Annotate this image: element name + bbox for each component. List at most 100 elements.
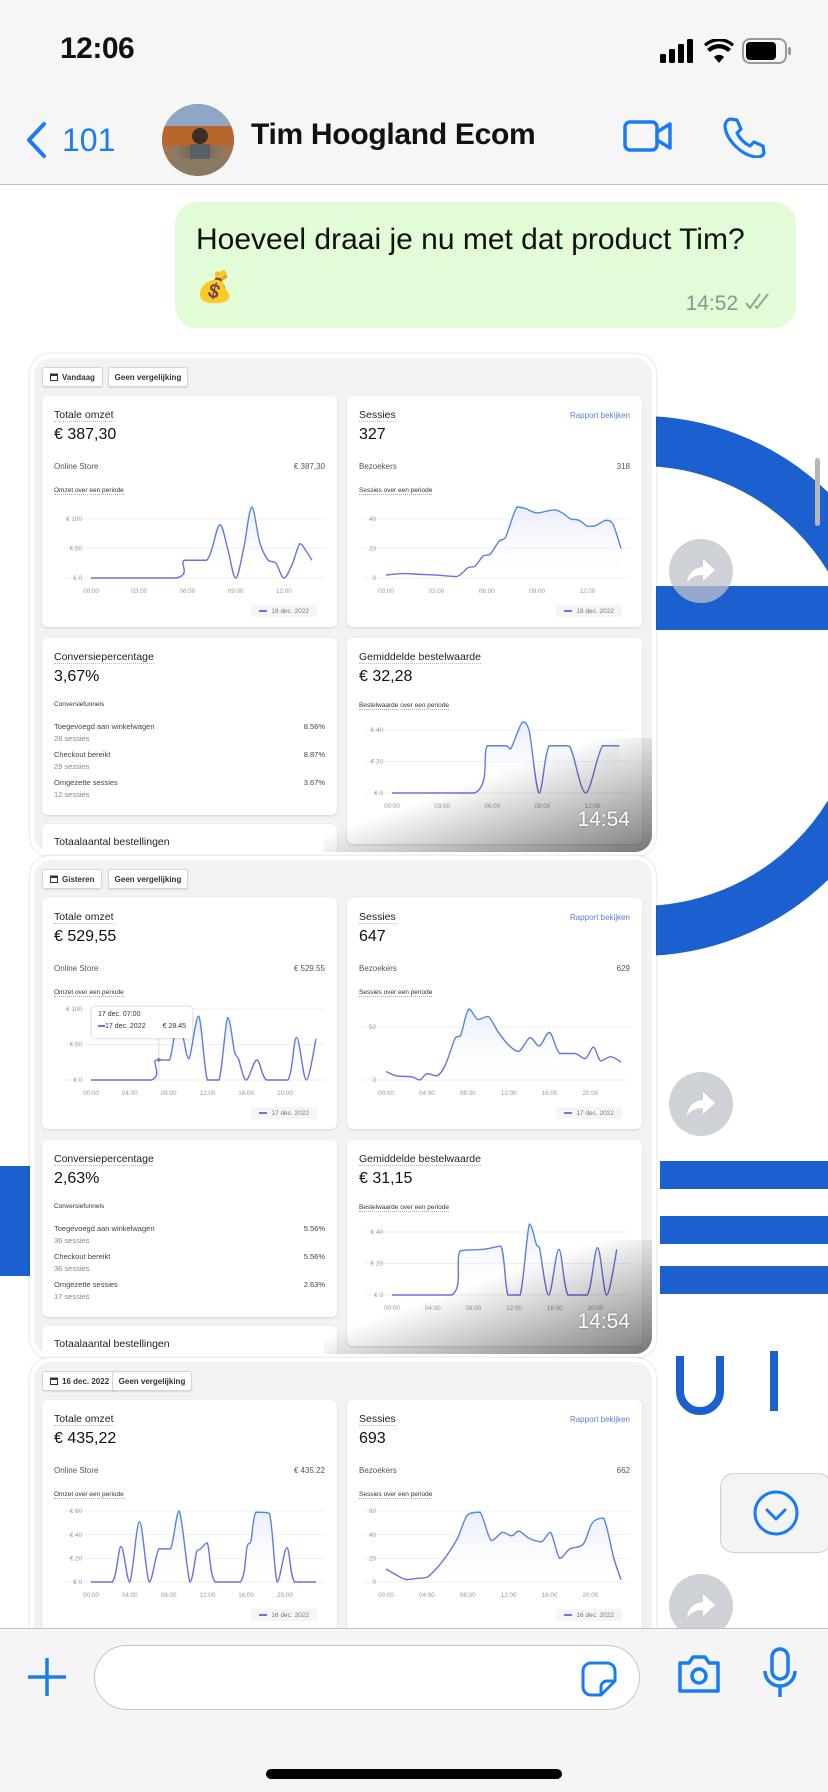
scroll-to-bottom-button[interactable] [720,1473,828,1553]
sessions-panel: Sessies Rapport bekijken 647 Bezoekers 62… [347,898,642,1129]
forward-arrow-icon [687,1594,715,1618]
x-tick-label: 04:00 [425,1305,441,1312]
y-tick-label: € 0 [374,790,383,797]
battery-icon [742,38,791,64]
tooltip-title: 17 dec. 07:00 [98,1011,141,1018]
home-indicator[interactable] [266,1769,562,1779]
revenue-legend: 18 dec. 2022 [251,605,317,617]
x-tick-label: 00:00 [384,803,400,810]
conversion-title: Conversiepercentage [54,651,154,664]
sticker-icon[interactable] [581,1661,617,1697]
calendar-icon [50,373,58,381]
message-text: Hoeveel draai je nu met dat product Tim?… [196,223,745,304]
plus-icon[interactable] [27,1657,67,1697]
funnel-label: Checkout bereikt [54,750,111,759]
scrollbar[interactable] [815,458,820,526]
forward-button[interactable] [669,1072,733,1136]
y-tick-label: 40 [369,516,377,523]
online-store-label: Online Store [54,1466,99,1475]
x-tick-label: 08:00 [460,1592,476,1599]
sessions-legend: 16 dec. 2022 [556,1609,622,1621]
comparison-label: Geen vergelijking [114,874,182,884]
orders-title: Totaalaantal bestellingen [54,836,170,848]
phone-call-icon[interactable] [722,116,766,158]
message-meta: 14:52 [686,292,774,316]
y-tick-label: € 40 [70,1532,83,1539]
series-area [386,507,621,578]
image-message[interactable]: Vandaag Geen vergelijking Totale omzet €… [30,354,656,856]
series-line [385,1511,622,1581]
sessions-legend: 17 dec. 2022 [556,1107,622,1119]
funnel-value: 5.56% [303,1224,325,1233]
x-tick-label: 00:00 [378,1592,394,1599]
x-tick-label: 16:00 [542,1090,558,1097]
sessions-panel: Sessies Rapport bekijken 327 Bezoekers 31… [347,396,642,627]
message-input[interactable] [94,1645,640,1710]
funnel-value: 2.63% [303,1280,325,1289]
date-range-label: Vandaag [62,372,95,382]
sessions-value: 693 [359,1430,386,1447]
y-tick-label: € 0 [73,575,82,582]
contact-avatar[interactable] [162,104,234,176]
legend-swatch [564,1112,573,1114]
y-tick-label: € 0 [73,1579,82,1586]
revenue-value: € 435,22 [54,1430,117,1447]
conversion-panel: Conversiepercentage 3,67% Conversiefunne… [42,638,337,815]
online-store-label: Online Store [54,964,99,973]
aov-value: € 32,28 [359,668,413,685]
forward-button[interactable] [669,1574,733,1628]
status-bar: 12:06 [0,0,828,90]
video-call-icon[interactable] [623,116,673,156]
x-tick-label: 08:00 [466,1305,482,1312]
funnel-value: 8.87% [303,750,325,759]
image-message[interactable]: 16 dec. 2022 Geen vergelijking Totale om… [30,1358,656,1628]
dashboard-screenshot: Vandaag Geen vergelijking Totale omzet €… [34,358,652,852]
revenue-legend: 17 dec. 2022 [251,1107,317,1119]
revenue-title: Totale omzet [54,911,114,924]
forward-arrow-icon [687,1092,715,1116]
camera-icon[interactable] [676,1653,722,1695]
x-tick-label: 08:00 [460,1090,476,1097]
x-tick-label: 06:00 [479,588,495,595]
forward-button[interactable] [669,539,733,603]
chat-messages[interactable]: Hoeveel draai je nu met dat product Tim?… [0,186,828,1628]
visitors-label: Bezoekers [359,964,397,973]
y-tick-label: € 50 [70,1042,83,1049]
x-tick-label: 20:00 [277,1592,293,1599]
funnel-sessions: 17 sessies [54,1292,90,1301]
funnel-label: Checkout bereikt [54,1252,111,1261]
wifi-icon [704,39,734,63]
x-tick-label: 16:00 [542,1592,558,1599]
y-tick-label: € 60 [70,1508,83,1515]
legend-label: 16 dec. 2022 [271,1611,309,1619]
funnel-label: Omgezette sessies [54,1280,118,1289]
legend-label: 18 dec. 2022 [271,607,309,615]
funnel-sessions: 36 sessies [54,1264,90,1273]
series-line [91,1510,317,1583]
revenue-panel: Totale omzet € 529,55 Online Store € 529.… [42,898,337,1129]
series-area [392,722,620,793]
x-tick-label: 06:00 [180,588,196,595]
x-tick-label: 20:00 [277,1090,293,1097]
legend-label: 17 dec. 2022 [576,1109,614,1117]
back-button[interactable]: 101 [24,121,115,159]
visitors-value: 629 [616,964,630,973]
contact-name[interactable]: Tim Hoogland Ecom [251,118,536,151]
x-tick-label: 12:00 [501,1090,517,1097]
comparison-label: Geen vergelijking [118,1376,186,1386]
funnel-value: 8.56% [303,722,325,731]
image-message[interactable]: Gisteren Geen vergelijking Totale omzet … [30,856,656,1358]
outgoing-message[interactable]: Hoeveel draai je nu met dat product Tim?… [175,202,796,328]
y-tick-label: 60 [369,1508,377,1515]
y-tick-label: € 20 [371,759,384,766]
microphone-icon[interactable] [762,1647,798,1699]
y-tick-label: € 20 [70,1556,83,1563]
y-tick-label: € 50 [70,546,83,553]
sessions-chart: 40 20 000:00 03:00 06:00 09:00 12:00 [363,506,630,595]
funnel-title: Conversiefunnels [54,701,105,708]
funnel-label: Toegevoegd aan winkelwagen [54,1224,155,1233]
online-store-label: Online Store [54,462,99,471]
x-tick-label: 12:00 [580,588,596,595]
x-tick-label: 00:00 [83,1090,99,1097]
date-range-label: Gisteren [62,874,95,884]
